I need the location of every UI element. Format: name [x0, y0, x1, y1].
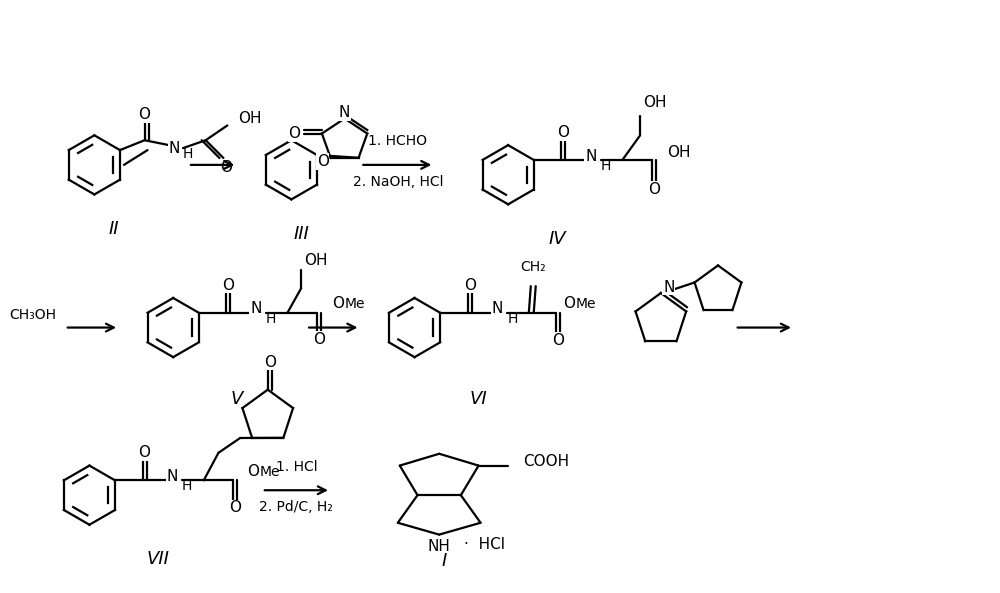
Text: 2. Pd/C, H₂: 2. Pd/C, H₂ [259, 500, 333, 514]
Text: H: H [601, 159, 611, 173]
Text: N: N [168, 141, 180, 155]
Text: II: II [109, 220, 119, 238]
Text: COOH: COOH [523, 454, 569, 469]
Text: N: N [339, 105, 350, 120]
Text: N: N [492, 301, 503, 316]
Text: O: O [220, 160, 232, 176]
Text: Me: Me [576, 297, 597, 311]
Text: O: O [552, 333, 564, 348]
Text: OH: OH [667, 145, 690, 160]
Text: NH: NH [428, 539, 451, 554]
Text: O: O [247, 464, 259, 479]
Text: 1. HCl: 1. HCl [276, 460, 317, 474]
Text: O: O [332, 296, 344, 311]
Text: H: H [183, 147, 193, 161]
Text: H: H [182, 479, 192, 493]
Text: N: N [585, 148, 597, 164]
Text: VII: VII [147, 550, 170, 568]
Text: OH: OH [304, 253, 328, 268]
Text: CH₃OH: CH₃OH [9, 308, 56, 322]
Text: N: N [250, 301, 262, 316]
Text: O: O [139, 107, 151, 122]
Text: I: I [441, 552, 447, 570]
Text: ·  HCl: · HCl [464, 537, 505, 552]
Text: O: O [222, 278, 234, 293]
Text: O: O [288, 126, 300, 141]
Text: N: N [166, 469, 178, 484]
Text: O: O [563, 296, 575, 311]
Text: Me: Me [345, 297, 365, 311]
Text: O: O [317, 154, 329, 169]
Text: 1. HCHO: 1. HCHO [368, 134, 427, 148]
Text: OH: OH [643, 95, 667, 110]
Text: O: O [139, 445, 151, 460]
Text: O: O [264, 355, 276, 369]
Text: OH: OH [238, 111, 262, 126]
Text: H: H [507, 312, 518, 326]
Text: N: N [663, 280, 674, 295]
Text: III: III [293, 225, 309, 243]
Text: O: O [464, 278, 476, 293]
Text: Me: Me [260, 464, 280, 479]
Text: O: O [313, 332, 325, 347]
Text: CH₂: CH₂ [520, 260, 546, 275]
Text: 2. NaOH, HCl: 2. NaOH, HCl [353, 175, 443, 189]
Text: O: O [229, 500, 241, 515]
Text: IV: IV [549, 230, 566, 248]
Text: VI: VI [470, 390, 487, 407]
Text: H: H [266, 312, 276, 326]
Text: O: O [557, 125, 569, 140]
Text: V: V [231, 390, 243, 407]
Text: O: O [648, 182, 660, 197]
